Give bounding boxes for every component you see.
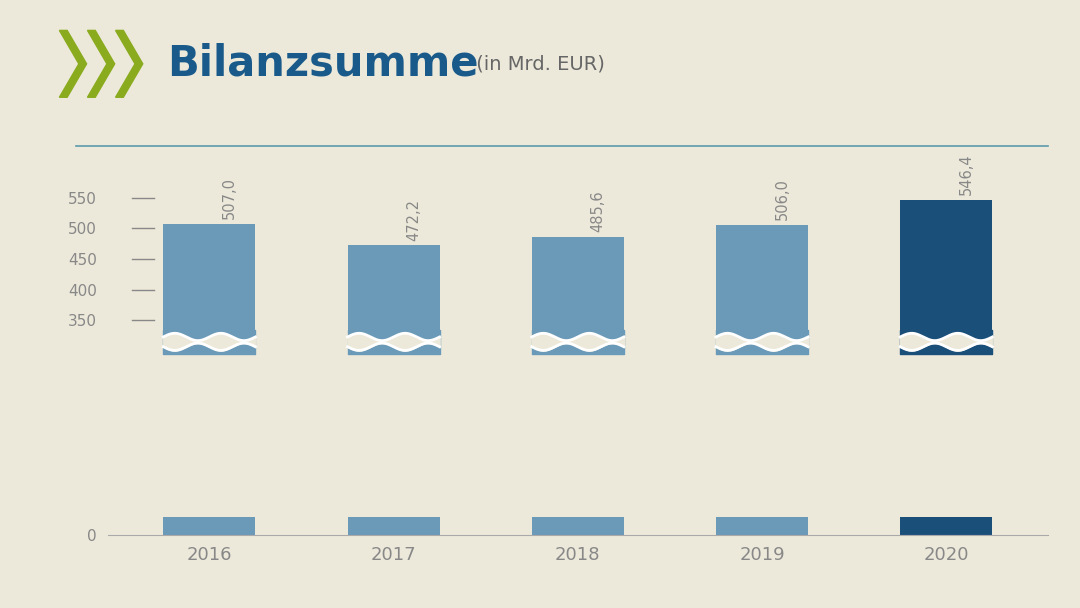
Bar [716, 225, 808, 330]
Text: 507,0: 507,0 [222, 177, 238, 219]
Bar [716, 517, 808, 535]
Bar [163, 224, 255, 330]
Text: (in Mrd. EUR): (in Mrd. EUR) [470, 54, 605, 74]
Text: 546,4: 546,4 [959, 153, 974, 195]
Bar [531, 237, 624, 330]
Bar [348, 517, 440, 535]
Text: Bilanzsumme: Bilanzsumme [167, 43, 478, 85]
Bar [348, 246, 440, 330]
Text: 485,6: 485,6 [591, 191, 606, 232]
Text: 506,0: 506,0 [775, 178, 789, 220]
Bar [901, 517, 993, 535]
Text: 472,2: 472,2 [406, 199, 421, 241]
Bar [901, 200, 993, 330]
Bar [531, 517, 624, 535]
Bar [163, 517, 255, 535]
